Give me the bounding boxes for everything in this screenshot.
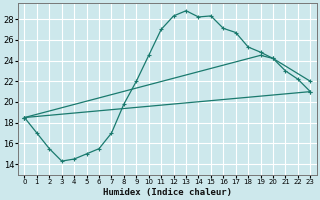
X-axis label: Humidex (Indice chaleur): Humidex (Indice chaleur)	[103, 188, 232, 197]
